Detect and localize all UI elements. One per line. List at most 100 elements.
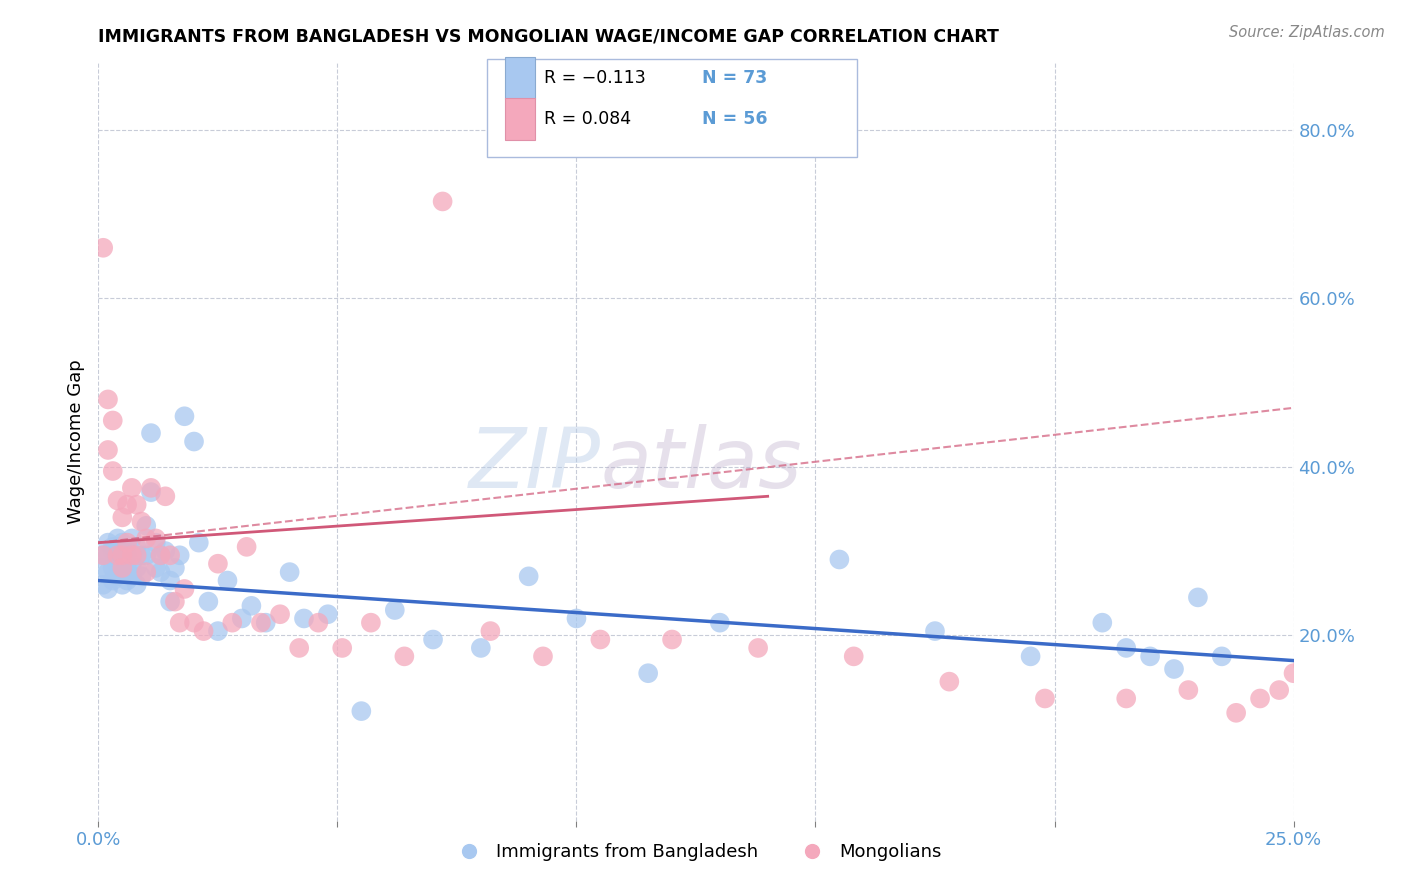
Point [828, 552, 851, 566]
Point [91, 548, 114, 563]
Point [384, 603, 406, 617]
Point [131, 569, 153, 583]
Point [1187, 591, 1209, 605]
Point [111, 535, 134, 549]
Point [422, 632, 444, 647]
Point [91, 548, 114, 563]
Point [111, 578, 134, 592]
Point [250, 615, 273, 630]
Point [159, 574, 181, 588]
Point [1091, 615, 1114, 630]
Point [747, 640, 769, 655]
Point [709, 615, 731, 630]
Point [145, 535, 167, 549]
Point [1268, 683, 1291, 698]
Point [1033, 691, 1056, 706]
Point [115, 544, 138, 558]
Point [97, 548, 120, 563]
Point [131, 548, 153, 563]
Point [470, 640, 492, 655]
Point [316, 607, 339, 622]
Point [197, 594, 219, 608]
Point [307, 615, 329, 630]
Point [169, 615, 191, 630]
Point [125, 548, 148, 563]
Point [159, 548, 181, 563]
Text: IMMIGRANTS FROM BANGLADESH VS MONGOLIAN WAGE/INCOME GAP CORRELATION CHART: IMMIGRANTS FROM BANGLADESH VS MONGOLIAN … [98, 28, 1000, 45]
Point [135, 565, 157, 579]
Point [91, 578, 114, 592]
Point [139, 426, 162, 441]
Point [217, 574, 239, 588]
Point [292, 611, 315, 625]
Point [288, 640, 311, 655]
Point [121, 557, 143, 571]
Point [350, 704, 373, 718]
Point [101, 544, 124, 558]
Point [155, 544, 177, 558]
Point [125, 540, 148, 554]
Point [269, 607, 291, 622]
Point [115, 498, 138, 512]
Point [145, 561, 167, 575]
Point [111, 565, 134, 579]
Point [135, 532, 157, 546]
Legend: Immigrants from Bangladesh, Mongolians: Immigrants from Bangladesh, Mongolians [443, 836, 949, 869]
Point [173, 582, 195, 596]
Point [101, 574, 124, 588]
Text: ZIP: ZIP [468, 424, 600, 505]
Point [121, 532, 143, 546]
Point [115, 535, 138, 549]
Point [107, 532, 129, 546]
Point [394, 649, 416, 664]
Point [115, 561, 138, 575]
Point [1282, 666, 1305, 681]
Point [101, 561, 124, 575]
Point [254, 615, 277, 630]
Text: R = 0.084: R = 0.084 [544, 110, 631, 128]
Point [111, 548, 134, 563]
Point [97, 392, 120, 407]
Point [207, 624, 229, 639]
Point [115, 548, 138, 563]
Point [149, 548, 172, 563]
Point [278, 565, 301, 579]
Point [187, 535, 209, 549]
Point [479, 624, 502, 639]
Point [91, 241, 114, 255]
Point [121, 569, 143, 583]
Point [131, 515, 153, 529]
Point [1115, 640, 1137, 655]
Point [1139, 649, 1161, 664]
Point [661, 632, 683, 647]
Point [97, 565, 120, 579]
Y-axis label: Wage/Income Gap: Wage/Income Gap [66, 359, 84, 524]
Point [101, 464, 124, 478]
Text: R = −0.113: R = −0.113 [544, 69, 645, 87]
Point [169, 548, 191, 563]
Point [924, 624, 946, 639]
Point [589, 632, 612, 647]
Point [149, 565, 172, 579]
Point [637, 666, 659, 681]
Point [107, 540, 129, 554]
Point [531, 649, 554, 664]
Point [101, 540, 124, 554]
FancyBboxPatch shape [505, 98, 534, 140]
Point [565, 611, 588, 625]
Text: N = 73: N = 73 [702, 69, 768, 87]
Point [115, 574, 138, 588]
Point [183, 434, 205, 449]
Text: Source: ZipAtlas.com: Source: ZipAtlas.com [1229, 25, 1385, 40]
Point [1292, 657, 1315, 672]
Point [842, 649, 865, 664]
Point [173, 409, 195, 424]
Point [1115, 691, 1137, 706]
Point [107, 569, 129, 583]
Point [155, 489, 177, 503]
Point [240, 599, 263, 613]
Point [1163, 662, 1185, 676]
Point [139, 485, 162, 500]
Point [107, 548, 129, 563]
FancyBboxPatch shape [486, 59, 858, 157]
